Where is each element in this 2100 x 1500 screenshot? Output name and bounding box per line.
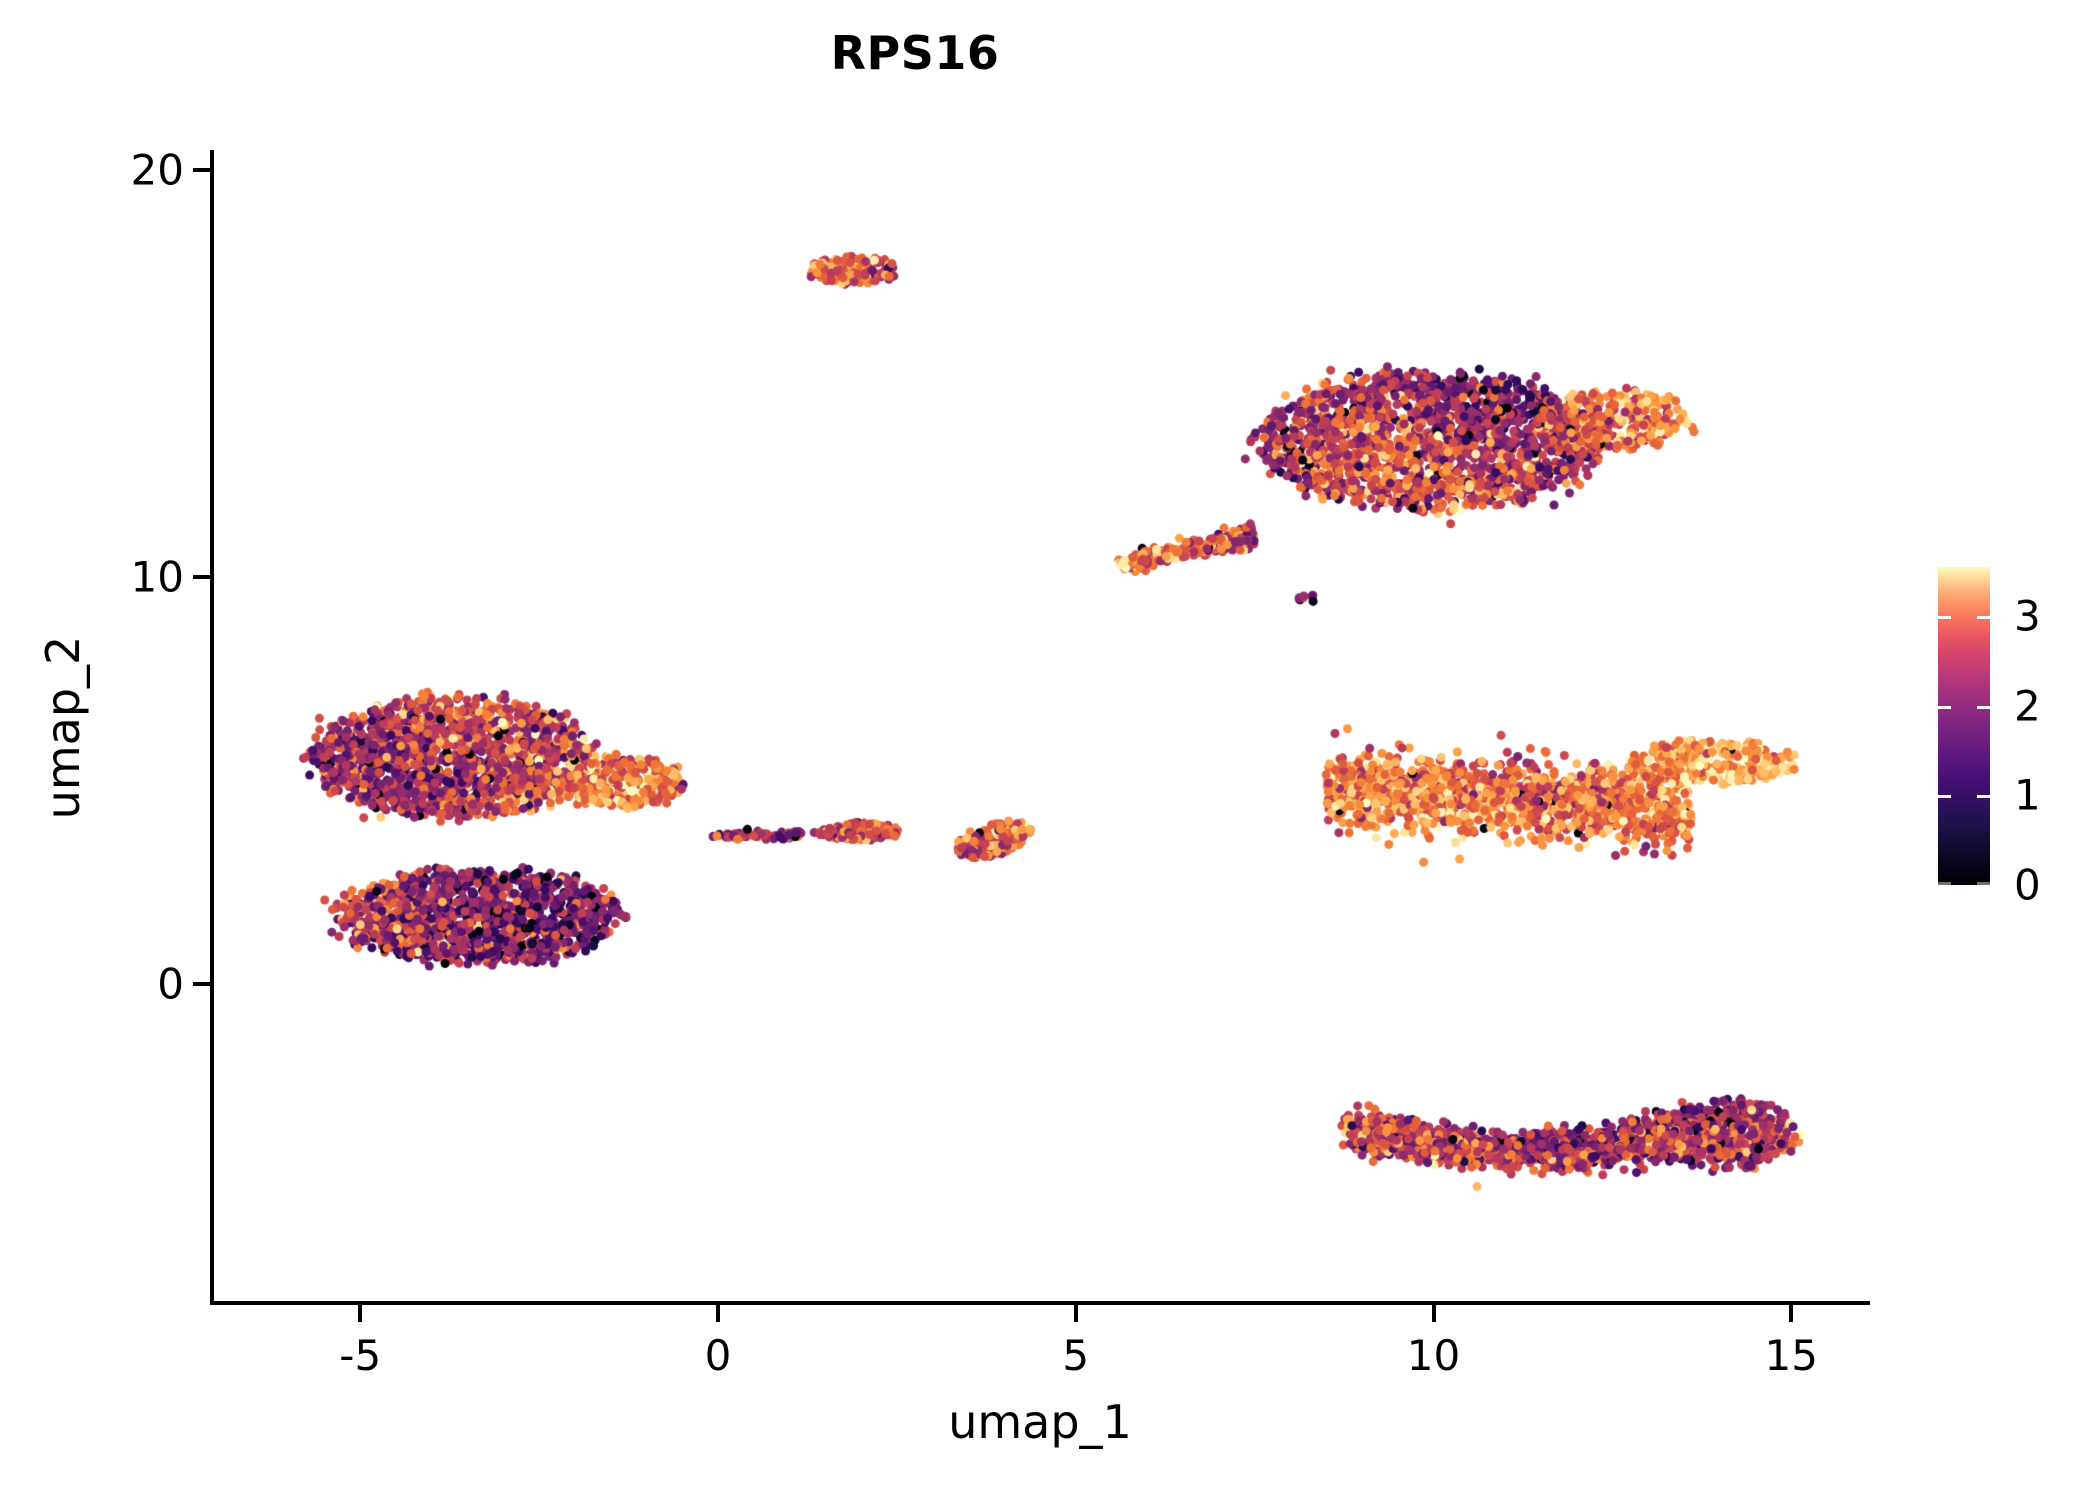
y-tick-mark [193,981,210,986]
x-tick-mark [1431,1305,1436,1322]
colorbar-tick-mark [1938,705,1951,709]
colorbar-tick-mark [1977,616,1990,620]
x-tick-label: 10 [1406,1331,1461,1380]
colorbar-tick-label: 0 [2014,860,2041,910]
x-axis-spine [210,1301,1870,1305]
colorbar-gradient [1938,567,1990,885]
colorbar-tick-mark [1938,882,1951,885]
plot-axes: 0 10 20 -5 0 5 10 15 [131,146,1870,1380]
colorbar-tick-mark [1938,616,1951,620]
x-tick-mark [1789,1305,1794,1322]
y-tick-mark [193,575,210,580]
x-tick-label: 5 [1062,1331,1090,1380]
x-tick-label: 15 [1764,1331,1819,1380]
y-axis-spine [210,150,214,1305]
y-axis-label: umap_2 [36,635,90,820]
colorbar-tick-mark [1977,882,1990,885]
x-axis-label: umap_1 [948,1395,1132,1449]
y-tick-label: 20 [130,145,184,195]
colorbar-legend: 0 1 2 3 [1938,567,2041,910]
x-tick-mark [358,1305,363,1322]
colorbar-tick-label: 1 [2014,770,2041,820]
y-tick-label: 10 [130,552,184,602]
y-tick-label: 0 [157,959,184,1009]
x-tick-label: -5 [339,1331,382,1380]
colorbar-tick-label: 2 [2014,681,2041,731]
colorbar-tick-mark [1977,705,1990,709]
y-tick-mark [193,168,210,173]
colorbar-tick-mark [1977,795,1990,799]
page-title: RPS16 [830,26,1000,80]
x-tick-mark [716,1305,721,1322]
scatter-canvas [210,150,1870,1305]
x-tick-label: 0 [704,1331,732,1380]
x-tick-mark [1073,1305,1078,1322]
colorbar-tick-label: 3 [2014,591,2041,641]
colorbar-tick-mark [1938,795,1951,799]
